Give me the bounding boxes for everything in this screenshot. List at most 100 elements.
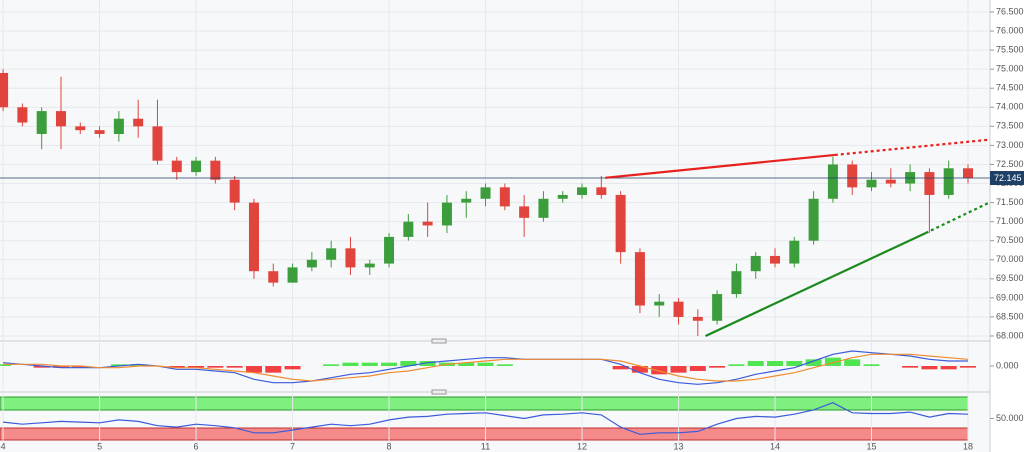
macd-histogram-bar: [631, 366, 648, 373]
x-tick-label: 18: [963, 441, 973, 451]
y-tick-label: 73.000: [996, 140, 1024, 150]
candle-body: [577, 187, 588, 195]
candle-body: [654, 301, 665, 306]
macd-histogram-bar: [921, 366, 938, 370]
trendline-extension: [834, 138, 990, 157]
macd-histogram-bar: [130, 364, 147, 366]
macd-histogram-bar: [747, 361, 764, 366]
plot-background: [0, 0, 990, 452]
macd-histogram-bar: [824, 357, 841, 366]
macd-histogram-bar: [902, 366, 919, 368]
candle-body: [384, 236, 395, 264]
candle-body: [229, 179, 240, 203]
candle-body: [943, 168, 954, 195]
candle-body: [55, 111, 66, 127]
last-price-box: [990, 171, 1024, 186]
candle-body: [808, 198, 819, 241]
x-tick-label: 8: [387, 441, 392, 451]
y-tick-label: 76.500: [996, 6, 1024, 16]
candle-body: [519, 206, 530, 218]
macd-histogram-bar: [670, 366, 687, 373]
macd-histogram-bar: [33, 366, 50, 368]
macd-histogram-bar: [786, 361, 803, 366]
rsi-tick-label: 50.000: [996, 413, 1024, 423]
oversold-band: [0, 427, 969, 441]
candle-body: [287, 267, 298, 283]
candle-body: [750, 255, 761, 272]
macd-histogram-bar: [960, 366, 976, 368]
macd-histogram-bar: [767, 361, 784, 366]
candle-body: [248, 202, 259, 272]
candle-body: [268, 271, 279, 283]
y-tick-label: 73.500: [996, 121, 1024, 131]
candle-body: [866, 179, 877, 188]
candle-body: [0, 72, 9, 108]
macd-histogram-bar: [728, 364, 745, 366]
candle-body: [770, 255, 781, 264]
y-tick-label: 70.500: [996, 235, 1024, 245]
x-tick-label: 12: [577, 441, 587, 451]
candle-body: [191, 160, 202, 173]
candle-body: [75, 126, 86, 131]
x-tick-label: 7: [290, 441, 295, 451]
macd-histogram-bar: [381, 362, 398, 366]
macd-histogram-bar: [284, 366, 301, 370]
macd-tick-label: 0.000: [996, 360, 1019, 370]
x-tick-label: 13: [674, 441, 684, 451]
candle-body: [345, 248, 356, 268]
candle-body: [538, 198, 549, 218]
candle-body: [499, 187, 510, 207]
macd-histogram-bar: [226, 366, 243, 368]
candle-body: [326, 248, 337, 260]
candle-body: [152, 126, 163, 161]
pane-handle[interactable]: [431, 338, 447, 344]
candle-body: [615, 194, 626, 253]
candle-body: [480, 187, 491, 199]
x-tick-label: 11: [481, 441, 490, 451]
y-tick-label: 75.000: [996, 64, 1024, 74]
macd-histogram-bar: [863, 364, 880, 366]
macd-histogram-bar: [477, 362, 494, 366]
macd-histogram-bar: [188, 366, 205, 368]
macd-histogram-bar: [361, 362, 378, 366]
macd-histogram-bar: [496, 364, 513, 366]
candle-body: [885, 179, 896, 184]
candle-body: [827, 164, 838, 199]
pane-handle[interactable]: [431, 389, 447, 395]
candle-body: [673, 301, 684, 317]
macd-histogram-bar: [52, 366, 69, 368]
y-tick-label: 69.500: [996, 273, 1024, 283]
candle-body: [557, 194, 568, 199]
candle-body: [963, 168, 973, 179]
x-tick-label: 5: [97, 441, 102, 451]
macd-histogram-bar: [651, 366, 668, 375]
overbought-band: [0, 396, 969, 411]
last-price-label: 72.145: [994, 173, 1022, 183]
macd-histogram-bar: [72, 366, 89, 368]
y-tick-label: 74.000: [996, 102, 1024, 112]
candle-body: [171, 160, 182, 173]
candle-body: [403, 221, 414, 237]
macd-histogram-bar: [342, 362, 359, 366]
macd-histogram-bar: [844, 359, 861, 366]
candle-body: [364, 263, 375, 268]
candle-body: [712, 294, 723, 321]
y-tick-label: 76.000: [996, 25, 1024, 35]
macd-histogram-bar: [709, 366, 726, 368]
x-tick-label: 14: [770, 441, 780, 451]
candle-body: [133, 118, 144, 127]
y-tick-label: 72.500: [996, 159, 1024, 169]
candle-body: [17, 107, 28, 123]
macd-histogram-bar: [612, 366, 629, 370]
y-tick-label: 68.500: [996, 311, 1024, 321]
macd-histogram-bar: [458, 362, 475, 366]
candle-body: [441, 202, 452, 226]
rsi-line: [3, 402, 969, 435]
y-tick-label: 71.000: [996, 216, 1024, 226]
macd-histogram-bar: [168, 366, 185, 368]
macd-histogram-bar: [400, 361, 417, 366]
x-tick-label: 15: [867, 441, 877, 451]
candle-body: [306, 259, 317, 268]
macd-histogram-bar: [323, 364, 340, 366]
